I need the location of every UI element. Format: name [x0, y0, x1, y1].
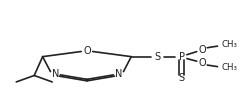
Text: P: P: [179, 52, 185, 62]
Text: S: S: [155, 52, 161, 62]
Text: N: N: [115, 69, 122, 79]
Text: O: O: [198, 45, 206, 55]
Text: CH₃: CH₃: [221, 63, 237, 72]
Text: CH₃: CH₃: [221, 40, 237, 49]
Text: O: O: [198, 58, 206, 68]
Text: S: S: [179, 73, 185, 83]
Text: N: N: [52, 69, 59, 79]
Text: O: O: [83, 46, 91, 56]
